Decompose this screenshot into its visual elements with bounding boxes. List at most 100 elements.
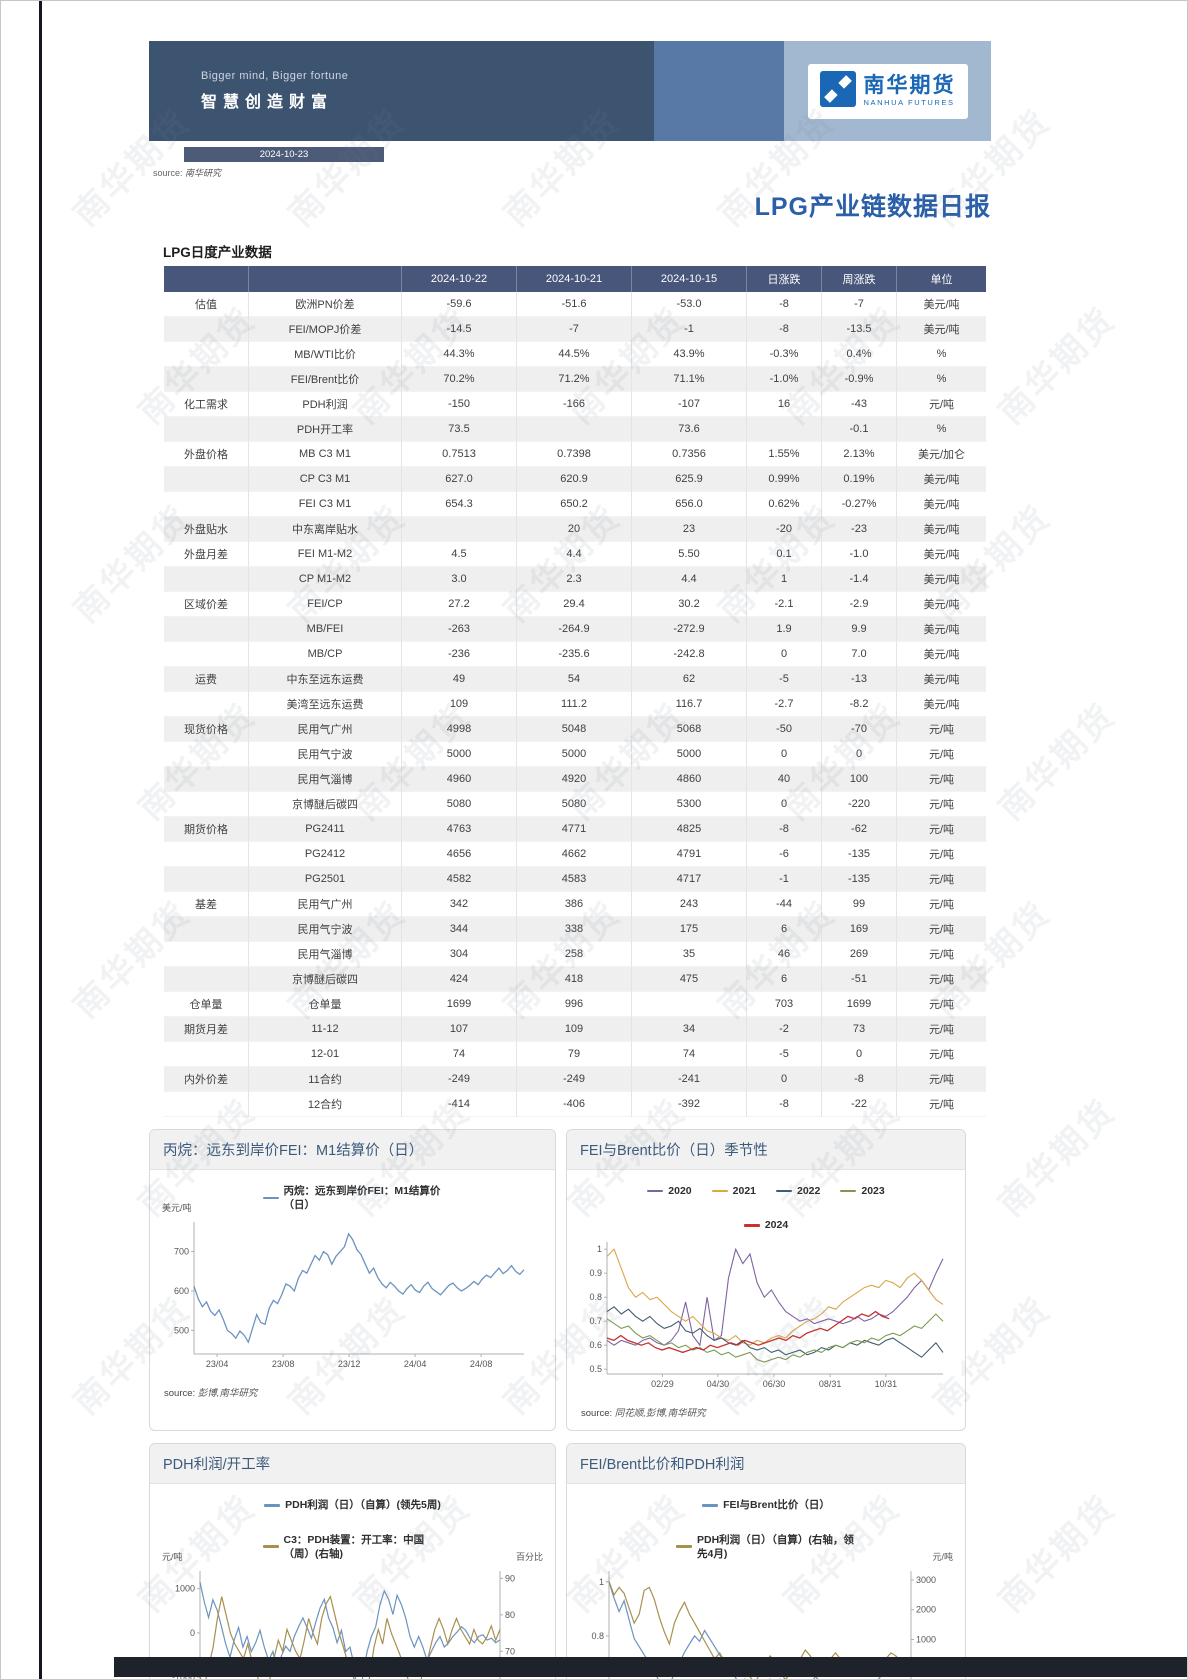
table-cell: 344 <box>401 916 517 942</box>
table-cell: 京博醚后碳四 <box>248 791 402 817</box>
table-cell: 4.4 <box>516 541 632 567</box>
table-cell: 元/吨 <box>928 974 955 986</box>
column-header: 周涨跌 <box>821 266 897 292</box>
watermark-text: 南华期货 <box>991 1488 1124 1620</box>
table-cell: 5000 <box>516 741 632 767</box>
table-cell: 0.7356 <box>631 441 747 467</box>
panel-title: FEI/Brent比价和PDH利润 <box>567 1444 965 1485</box>
lpg-daily-data-table: 2024-10-22 2024-10-21 2024-10-15 日涨跌 周涨跌 单位 估… <box>164 266 986 1117</box>
table-cell: 0.4% <box>821 341 897 367</box>
svg-text:10/31: 10/31 <box>875 1379 898 1389</box>
table-cell: 74 <box>401 1041 517 1067</box>
y-axis-unit: 元/吨 <box>162 1551 183 1562</box>
table-cell: 元/吨 <box>928 824 955 836</box>
column-header <box>164 266 249 292</box>
table-cell: 美湾至远东运费 <box>248 691 402 717</box>
table-cell: 35 <box>631 941 747 967</box>
table-row: 美湾至远东运费 109 111.2 116.7 -2.7 -8.2 美元/吨 <box>164 691 986 717</box>
table-cell: -51 <box>821 966 897 992</box>
series-line <box>606 1311 890 1354</box>
table-cell: -43 <box>821 391 897 417</box>
y2-axis-unit: 百分比 <box>515 1551 543 1562</box>
table-row: FEI/Brent比价 70.2% 71.2% 71.1% -1.0% -0.9%% <box>164 366 986 392</box>
table-cell: 54 <box>516 666 632 692</box>
table-cell: -0.9% <box>821 366 897 392</box>
table-cell: 元/吨 <box>928 399 955 411</box>
table-cell: 0.62% <box>746 491 822 517</box>
table-row: FEI C3 M1 654.3 650.2 656.0 0.62% -0.27% 美元/吨 <box>164 491 986 517</box>
tagline-chinese: 智慧创造财富 <box>201 94 334 111</box>
table-cell: 元/吨 <box>928 1049 955 1061</box>
table-cell: 6 <box>746 916 822 942</box>
table-cell: -272.9 <box>631 616 747 642</box>
table-cell <box>164 841 249 867</box>
table-cell: MB/CP <box>248 641 402 667</box>
table-cell: -2.1 <box>746 591 822 617</box>
table-cell: FEI/Brent比价 <box>248 366 402 392</box>
table-cell: 703 <box>746 991 822 1017</box>
svg-text:2000: 2000 <box>916 1605 936 1615</box>
table-cell: 中东离岸贴水 <box>248 516 402 542</box>
nanhua-logo-icon <box>819 70 856 112</box>
table-cell: -249 <box>401 1066 517 1092</box>
table-cell: 元/吨 <box>928 874 955 886</box>
logo-name-cn: 南华期货 <box>863 74 956 98</box>
legend-label: 丙烷：远东到岸价FEI：M1结算价（日） <box>283 1185 441 1212</box>
table-cell: -44 <box>746 891 822 917</box>
table-cell: 175 <box>631 916 747 942</box>
table-row: PG2501 4582 4583 4717 -1 -135 元/吨 <box>164 866 986 892</box>
svg-text:04/30: 04/30 <box>707 1379 730 1389</box>
source-value: 同花顺,彭博,南华研究 <box>614 1408 706 1420</box>
footer-bar <box>114 1657 1187 1677</box>
legend-label: 2023 <box>861 1185 885 1197</box>
watermark-text: 南华期货 <box>991 1092 1124 1224</box>
table-cell: -264.9 <box>516 616 632 642</box>
table-cell: FEI/CP <box>248 591 402 617</box>
table-cell: 0.7398 <box>516 441 632 467</box>
svg-text:23/12: 23/12 <box>338 1359 361 1369</box>
svg-text:80: 80 <box>505 1610 515 1620</box>
logo-text: 南华期货 NANHUA FUTURES <box>864 75 956 107</box>
svg-text:90: 90 <box>505 1573 515 1583</box>
table-cell: -249 <box>516 1066 632 1092</box>
table-cell: 30.2 <box>631 591 747 617</box>
table-cell: -6 <box>746 841 822 867</box>
table-cell: -13.5 <box>821 316 897 342</box>
svg-text:0.5: 0.5 <box>589 1365 602 1375</box>
table-cell: 12-01 <box>248 1041 402 1067</box>
series-line <box>606 1313 944 1363</box>
legend-item: 丙烷：远东到岸价FEI：M1结算价（日） <box>262 1184 443 1212</box>
table-cell: -166 <box>516 391 632 417</box>
table-body: 估值 欧洲PN价差 -59.6 -51.6 -53.0 -8 -7 美元/吨 FEI/MOPJ价… <box>164 292 986 1117</box>
table-row: 外盘月差 FEI M1-M2 4.5 4.4 5.50 0.1 -1.0 美元/吨 <box>164 541 986 567</box>
table-cell: 美元/吨 <box>923 499 960 511</box>
table-cell: 27.2 <box>401 591 517 617</box>
table-cell: 中东至远东运费 <box>248 666 402 692</box>
table-cell: 仓单量 <box>164 991 249 1017</box>
table-cell <box>516 416 632 442</box>
table-row: 民用气宁波 344 338 175 6 169 元/吨 <box>164 916 986 942</box>
table-cell: 1 <box>746 566 822 592</box>
table-cell: -7 <box>821 292 897 317</box>
table-cell: 民用气宁波 <box>248 916 402 942</box>
svg-text:02/29: 02/29 <box>651 1379 674 1389</box>
table-cell: 4998 <box>401 716 517 742</box>
table-cell: 4960 <box>401 766 517 792</box>
table-cell: 4825 <box>631 816 747 842</box>
table-cell: -8 <box>746 816 822 842</box>
table-cell: -62 <box>821 816 897 842</box>
table-row: 民用气淄博 4960 4920 4860 40 100 元/吨 <box>164 766 986 792</box>
table-cell: -1.0 <box>821 541 897 567</box>
table-cell: PG2412 <box>248 841 402 867</box>
table-cell <box>164 466 249 492</box>
table-cell: -2.7 <box>746 691 822 717</box>
table-cell: -235.6 <box>516 641 632 667</box>
column-header <box>248 266 402 292</box>
table-cell <box>164 366 249 392</box>
table-cell: -220 <box>821 791 897 817</box>
svg-text:1: 1 <box>597 1245 602 1255</box>
table-cell <box>164 941 249 967</box>
table-cell: 5080 <box>401 791 517 817</box>
legend-item: FEI与Brent比价（日） <box>702 1498 830 1512</box>
table-cell: -5 <box>746 666 822 692</box>
